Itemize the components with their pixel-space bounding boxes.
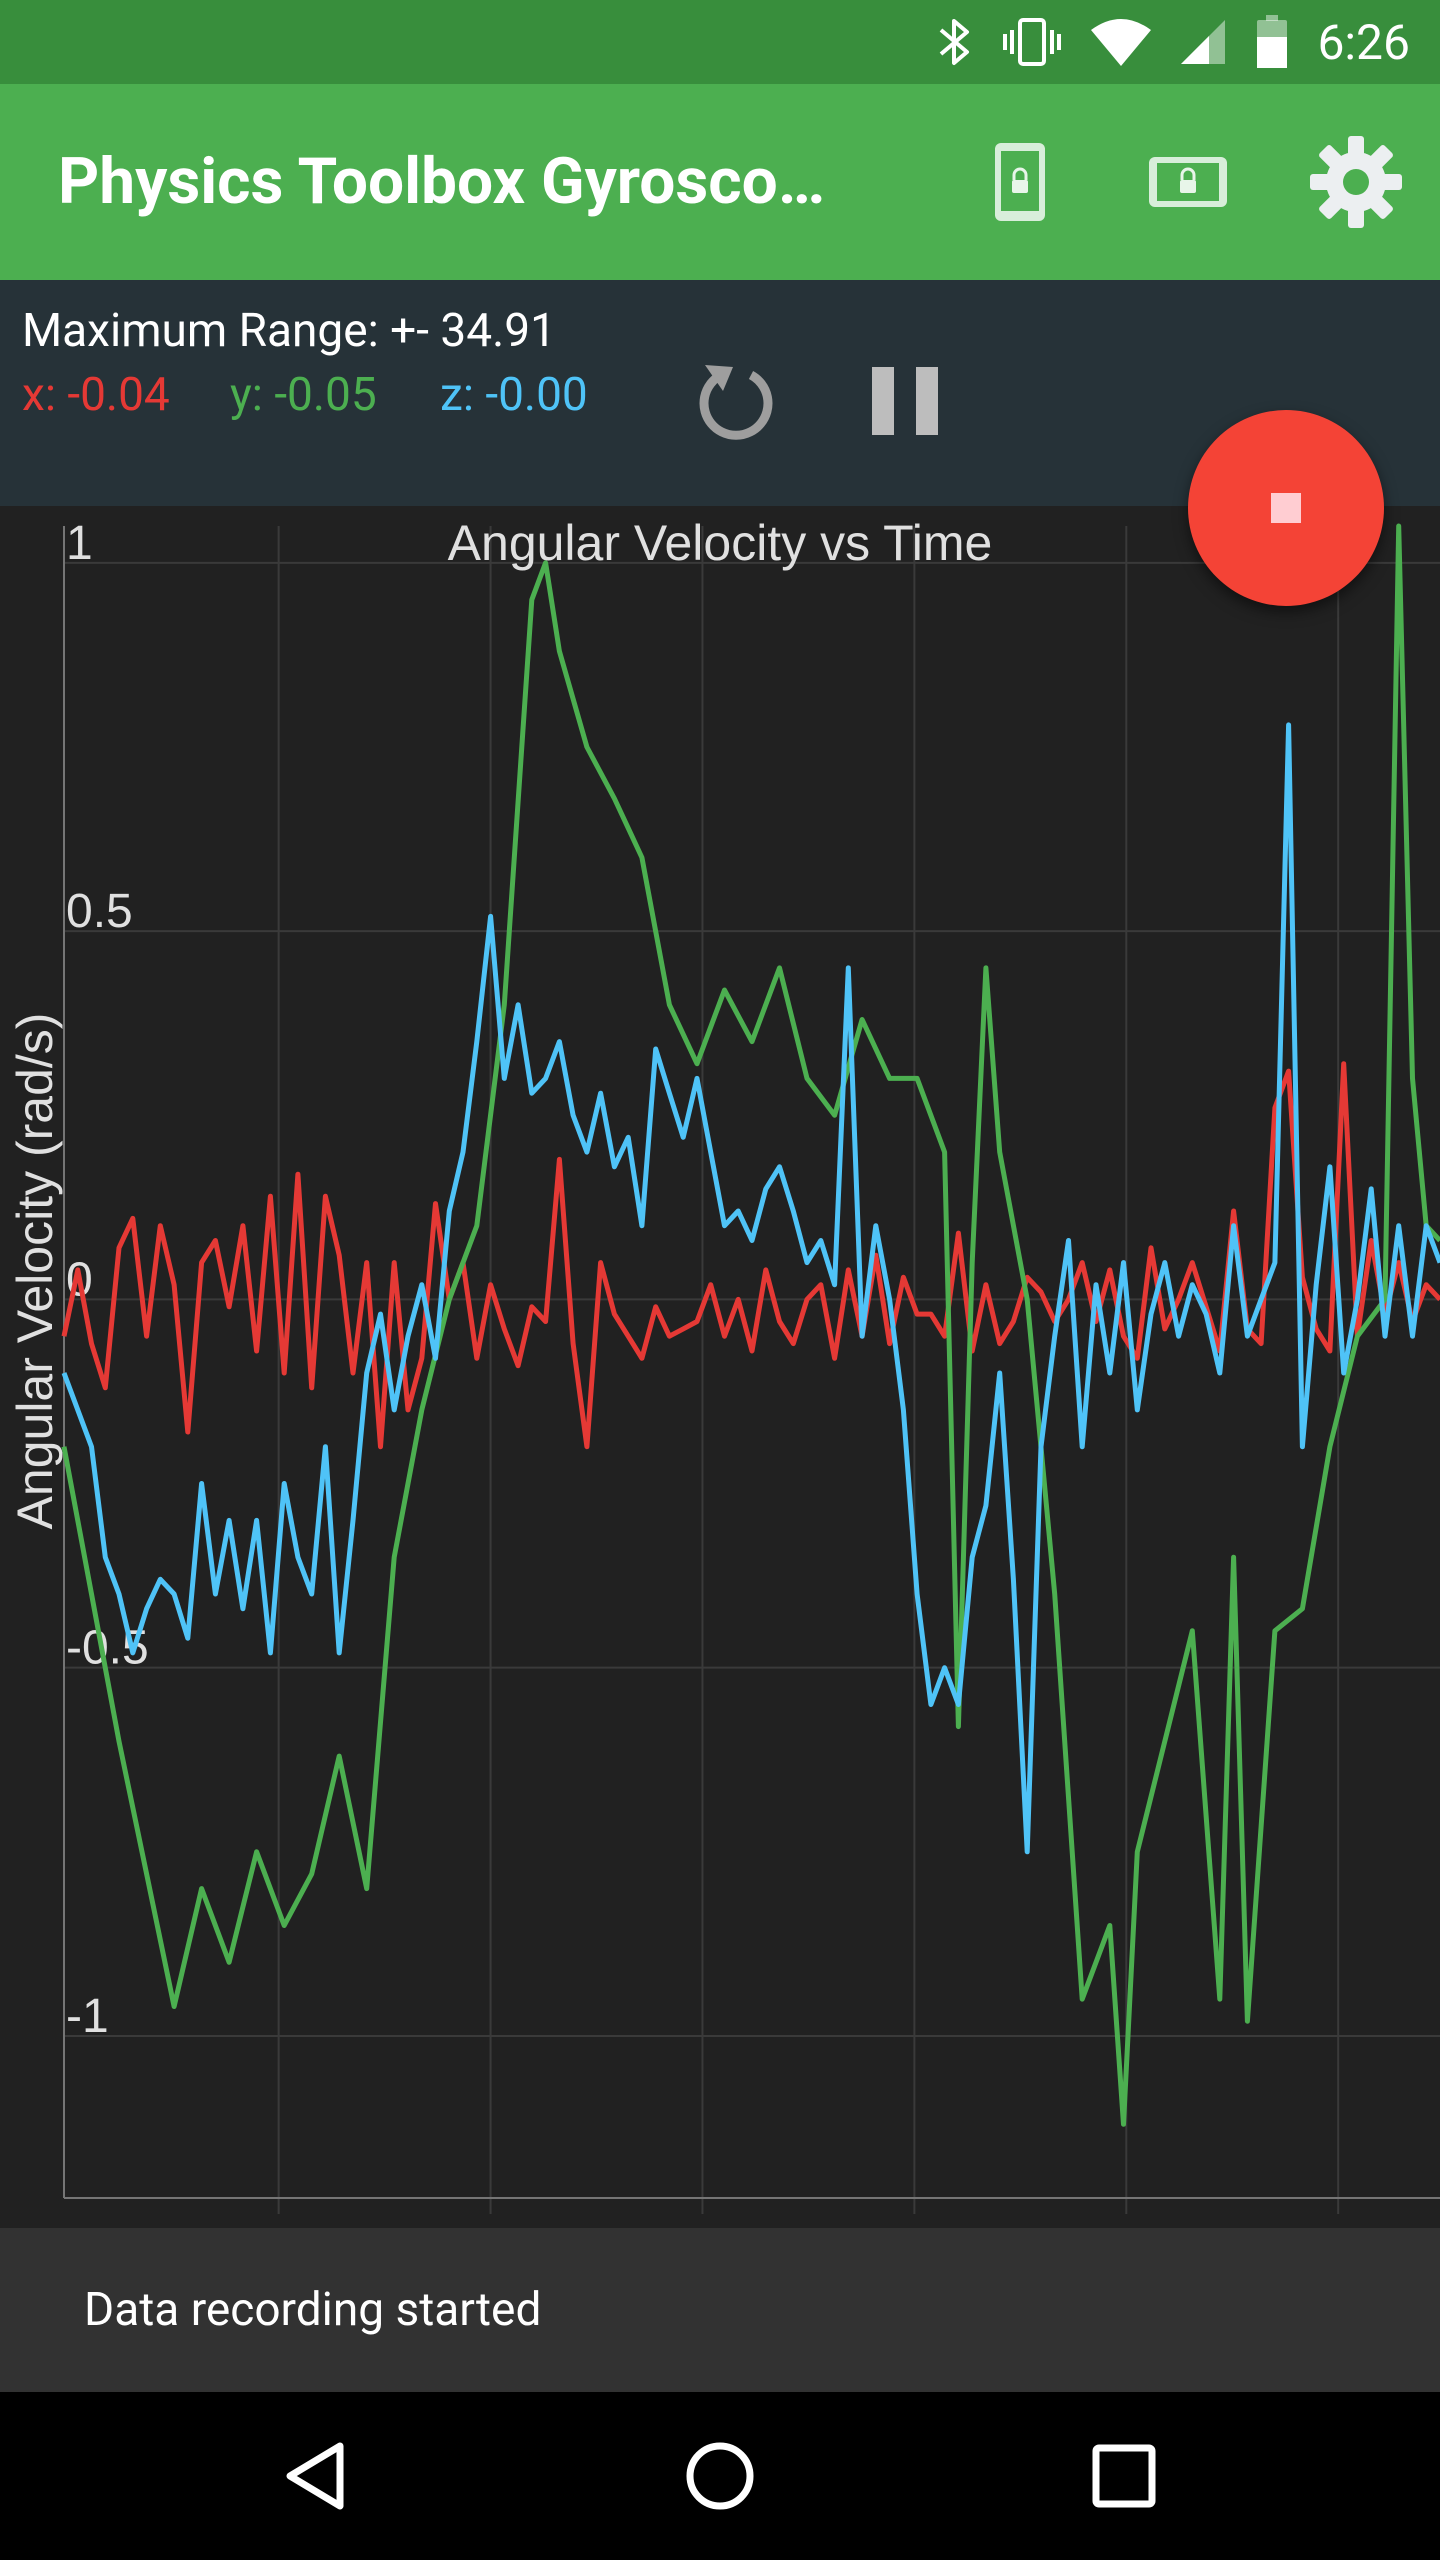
maximum-range-label: Maximum Range: +- 34.91: [22, 304, 556, 358]
signal-icon: [1179, 18, 1227, 66]
pause-icon[interactable]: [850, 346, 960, 456]
z-value-label: z: -0.00: [440, 368, 588, 422]
reset-icon[interactable]: [680, 346, 790, 456]
snackbar: Data recording started: [0, 2228, 1440, 2392]
bluetooth-icon: [937, 16, 973, 68]
series-line-y: [61, 523, 1440, 2127]
series-line-z: [61, 722, 1440, 1855]
status-bar: 6:26: [0, 0, 1440, 84]
y-axis-label: Angular Velocity (rad/s): [7, 1013, 63, 1530]
settings-gear-icon[interactable]: [1306, 132, 1406, 232]
screen-lock-portrait-icon[interactable]: [970, 132, 1070, 232]
battery-icon: [1255, 15, 1289, 69]
y-value-label: y: -0.05: [230, 368, 377, 422]
vibrate-icon: [1001, 16, 1063, 68]
navigation-bar: [0, 2392, 1440, 2560]
home-icon[interactable]: [670, 2426, 770, 2526]
x-value-label: x: -0.04: [22, 368, 170, 422]
stop-recording-button[interactable]: [1188, 410, 1384, 606]
y-tick-label: -1: [66, 1990, 109, 2043]
wifi-icon: [1091, 18, 1152, 66]
snackbar-message: Data recording started: [84, 2283, 542, 2337]
angular-velocity-chart: Angular Velocity vs Time 10.50-0.5-1 Ang…: [7, 515, 1440, 2214]
chart-area: Angular Velocity vs Time 1 0.5 0 -0.5 -1 Ang…: [0, 506, 1440, 2228]
y-tick-label: 0.5: [66, 885, 133, 938]
status-time: 6:26: [1317, 13, 1410, 71]
stop-icon: [1271, 493, 1301, 523]
y-tick-label: 1: [66, 517, 93, 570]
chart-title: Angular Velocity vs Time: [448, 515, 993, 571]
app-bar: Physics Toolbox Gyrosco…: [0, 84, 1440, 280]
status-icons: 6:26: [923, 0, 1440, 84]
back-icon[interactable]: [266, 2426, 366, 2526]
recents-icon[interactable]: [1074, 2426, 1174, 2526]
app-title: Physics Toolbox Gyrosco…: [58, 144, 826, 219]
screen-lock-landscape-icon[interactable]: [1138, 132, 1238, 232]
series-line-x: [61, 1061, 1440, 1450]
